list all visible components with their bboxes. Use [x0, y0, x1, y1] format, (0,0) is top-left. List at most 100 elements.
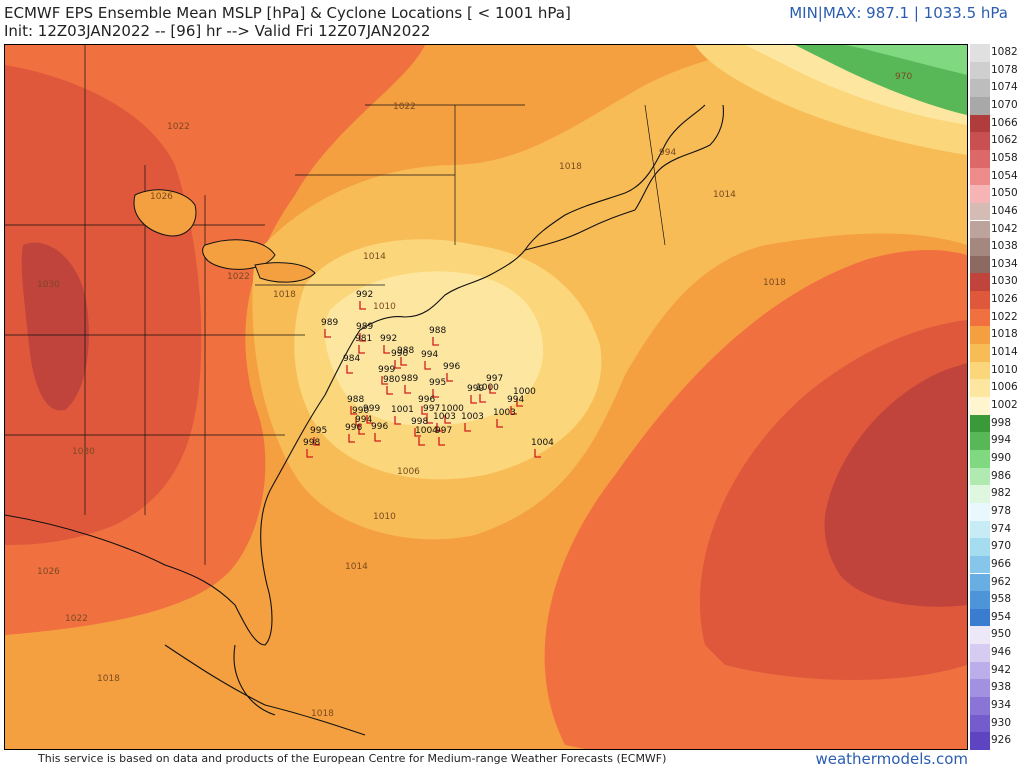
low-symbol — [404, 385, 411, 394]
legend-label: 978 — [991, 504, 1012, 517]
cyclone-pressure: 989 — [321, 318, 338, 328]
cyclone-marker: 989 — [356, 322, 373, 342]
pressure-legend: 1082 1078 1074 1070 1066 1062 1058 1054 1050 1046… — [970, 44, 1022, 750]
cyclone-marker: 1004 — [415, 426, 438, 446]
legend-label: 946 — [991, 646, 1012, 659]
legend-entry: 978 — [970, 502, 1022, 521]
cyclone-marker: 998 — [411, 417, 428, 437]
low-symbol — [313, 437, 320, 446]
legend-swatch — [970, 732, 990, 750]
legend-label: 1070 — [991, 98, 1018, 111]
cyclone-pressure: 997 — [423, 404, 440, 414]
legend-entry: 974 — [970, 520, 1022, 539]
isobar-label: 1022 — [65, 614, 88, 624]
legend-label: 958 — [991, 593, 1012, 606]
cyclone-pressure: 997 — [435, 426, 452, 436]
legend-swatch — [970, 61, 990, 80]
legend-entry: 990 — [970, 449, 1022, 468]
legend-swatch — [970, 308, 990, 327]
cyclone-marker: 999 — [363, 404, 380, 424]
legend-entry: 1078 — [970, 61, 1022, 80]
cyclone-pressure: 999 — [363, 404, 380, 414]
isobar-label: 1006 — [397, 467, 420, 477]
legend-entry: 994 — [970, 432, 1022, 450]
low-symbol — [355, 417, 362, 426]
legend-swatch — [970, 149, 990, 168]
cyclone-marker: 1004 — [531, 438, 554, 458]
legend-label: 974 — [991, 522, 1012, 535]
legend-swatch — [970, 573, 990, 592]
cyclone-marker: 988 — [429, 326, 446, 346]
low-symbol — [324, 329, 331, 338]
low-symbol — [414, 428, 421, 437]
isobar-label: 1018 — [311, 709, 334, 719]
low-symbol — [438, 437, 445, 446]
legend-swatch — [970, 591, 990, 609]
legend-swatch — [970, 397, 990, 415]
legend-swatch — [970, 132, 990, 150]
legend-label: 1034 — [991, 257, 1018, 270]
legend-entry: 1014 — [970, 344, 1022, 362]
low-symbol — [386, 386, 393, 395]
isobar-label: 970 — [895, 72, 912, 82]
isobar-label: 1026 — [150, 192, 173, 202]
legend-label: 1078 — [991, 63, 1018, 76]
legend-label: 1066 — [991, 116, 1018, 129]
low-symbol — [394, 360, 401, 369]
low-symbol — [426, 415, 433, 424]
legend-label: 1062 — [991, 134, 1018, 147]
legend-label: 1050 — [991, 187, 1018, 200]
legend-entry: 1026 — [970, 291, 1022, 309]
isobar-label: 1018 — [97, 674, 120, 684]
region-ne-low-990 — [845, 45, 967, 75]
cyclone-pressure: 1001 — [391, 405, 414, 415]
cyclone-pressure: 981 — [355, 334, 372, 344]
legend-entry: 1070 — [970, 96, 1022, 115]
legend-swatch — [970, 238, 990, 256]
cyclone-marker: 988 — [347, 395, 364, 415]
legend-swatch — [970, 608, 990, 627]
cyclone-marker: 994 — [421, 350, 438, 370]
legend-label: 954 — [991, 610, 1012, 623]
low-symbol — [464, 423, 471, 432]
region-1006 — [324, 271, 544, 426]
coastlines — [5, 104, 724, 736]
legend-label: 1026 — [991, 293, 1018, 306]
cyclone-pressure: 994 — [355, 415, 372, 425]
legend-swatch — [970, 96, 990, 115]
cyclone-pressure: 1003 — [433, 412, 456, 422]
cyclone-marker: 980 — [383, 375, 400, 395]
region-1026-west — [5, 65, 202, 545]
cyclone-marker: 984 — [343, 354, 360, 374]
cyclone-marker: 995 — [310, 426, 327, 446]
cyclone-pressure: 996 — [345, 423, 362, 433]
low-symbol — [418, 437, 425, 446]
legend-label: 938 — [991, 681, 1012, 694]
legend-entry: 1038 — [970, 238, 1022, 256]
cyclone-marker: 989 — [401, 374, 418, 394]
cyclone-pressure: 980 — [383, 375, 400, 385]
low-symbol — [383, 345, 390, 354]
legend-entry: 1002 — [970, 397, 1022, 415]
legend-swatch — [970, 255, 990, 274]
legend-label: 1014 — [991, 346, 1018, 359]
legend-swatch — [970, 414, 990, 433]
cyclone-pressure: 988 — [429, 326, 446, 336]
great-lakes — [133, 189, 316, 283]
region-1030-atlantic — [824, 363, 967, 607]
legend-label: 962 — [991, 575, 1012, 588]
legend-entry: 1062 — [970, 132, 1022, 150]
legend-label: 1018 — [991, 328, 1018, 341]
low-symbol — [516, 398, 523, 407]
cyclone-pressure: 1004 — [415, 426, 438, 436]
map-title: ECMWF EPS Ensemble Mean MSLP [hPa] & Cyc… — [4, 4, 571, 22]
low-symbol — [446, 373, 453, 382]
cyclone-marker: 1003 — [493, 408, 516, 428]
legend-entry: 958 — [970, 591, 1022, 609]
isobar-label: 1030 — [37, 280, 60, 290]
brand-link[interactable]: weathermodels.com — [815, 750, 968, 768]
cyclone-marker: 996 — [371, 422, 388, 442]
legend-entry: 1042 — [970, 220, 1022, 239]
legend-swatch — [970, 679, 990, 698]
cyclone-pressure: 997 — [486, 374, 503, 384]
